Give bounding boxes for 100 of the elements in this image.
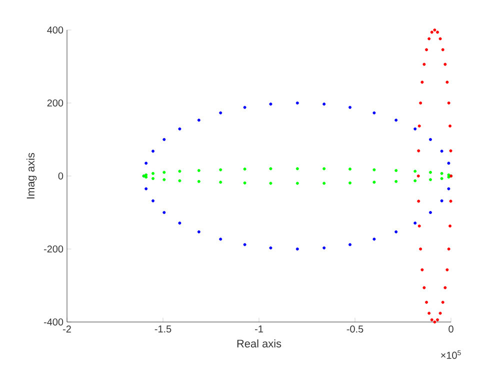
point [430, 30, 434, 34]
point [414, 170, 417, 173]
point [440, 199, 444, 202]
point [422, 62, 426, 66]
point [446, 80, 449, 84]
point [178, 179, 182, 182]
point [438, 37, 442, 40]
point [197, 230, 200, 234]
point [447, 187, 450, 190]
point [243, 181, 246, 184]
point [348, 181, 352, 184]
point [322, 167, 326, 170]
point [417, 149, 420, 152]
point [448, 124, 452, 128]
point [414, 222, 417, 225]
point [444, 286, 447, 290]
point [322, 182, 326, 185]
point [414, 127, 417, 130]
point [178, 222, 182, 225]
point [394, 230, 398, 234]
point [425, 300, 428, 304]
point [414, 179, 417, 182]
x-axis-title: Real axis [237, 339, 282, 348]
point [197, 180, 200, 183]
point [162, 138, 166, 141]
x-tick-label: -2 [63, 326, 71, 332]
point [219, 111, 222, 114]
point [322, 246, 326, 250]
point [178, 127, 182, 130]
point [296, 102, 299, 104]
point [243, 168, 246, 171]
point [428, 37, 431, 40]
x-tick-label: 0 [448, 326, 454, 333]
point [394, 169, 398, 172]
point [348, 168, 352, 171]
point [428, 312, 431, 315]
point [152, 150, 155, 153]
point [348, 243, 352, 246]
x-tick-label: -1.5 [154, 326, 172, 332]
point [394, 180, 398, 183]
point [428, 170, 432, 174]
point [441, 300, 444, 304]
point [422, 286, 426, 290]
point [444, 62, 447, 66]
point [144, 176, 148, 179]
point [144, 162, 148, 165]
point [440, 177, 444, 180]
point [433, 320, 436, 324]
point [269, 167, 272, 170]
y-tick-label: -400 [44, 318, 64, 326]
y-tick-label: -200 [44, 245, 64, 253]
point [449, 200, 452, 203]
point [219, 180, 222, 184]
point [152, 172, 155, 175]
point [420, 268, 424, 272]
point [372, 180, 376, 184]
point [418, 224, 421, 228]
point [197, 118, 200, 122]
point [440, 172, 444, 175]
point [447, 248, 450, 250]
point [372, 111, 376, 114]
point [197, 169, 200, 172]
point [269, 246, 272, 250]
point [152, 177, 155, 180]
point [425, 48, 428, 52]
point [269, 182, 272, 185]
point [162, 211, 166, 214]
point [296, 167, 299, 170]
point [348, 106, 352, 109]
point [448, 224, 452, 228]
point [436, 30, 440, 34]
point [162, 178, 166, 182]
point [433, 28, 436, 32]
point [372, 238, 376, 241]
point [428, 178, 432, 182]
point [372, 168, 376, 172]
point [162, 170, 166, 174]
y-tick-label: 400 [47, 26, 64, 34]
text: ×10$^{5}$ [441, 350, 461, 359]
point [438, 312, 442, 315]
y-tick-label: 0 [58, 172, 64, 180]
x-tick-label: -0.5 [346, 326, 364, 333]
point [447, 176, 450, 179]
point [144, 187, 148, 190]
y-axis-title: Imag axis [26, 152, 37, 198]
point [269, 102, 272, 106]
point [446, 268, 449, 272]
point [243, 106, 246, 109]
point [243, 243, 246, 246]
point [394, 118, 398, 122]
point [420, 80, 424, 84]
point [436, 318, 440, 322]
point [428, 211, 432, 214]
x-tick-label: -1 [255, 326, 263, 332]
point [447, 162, 450, 165]
point [296, 182, 299, 185]
point [430, 318, 434, 322]
point [428, 138, 432, 141]
point [447, 102, 450, 104]
point [178, 170, 182, 173]
